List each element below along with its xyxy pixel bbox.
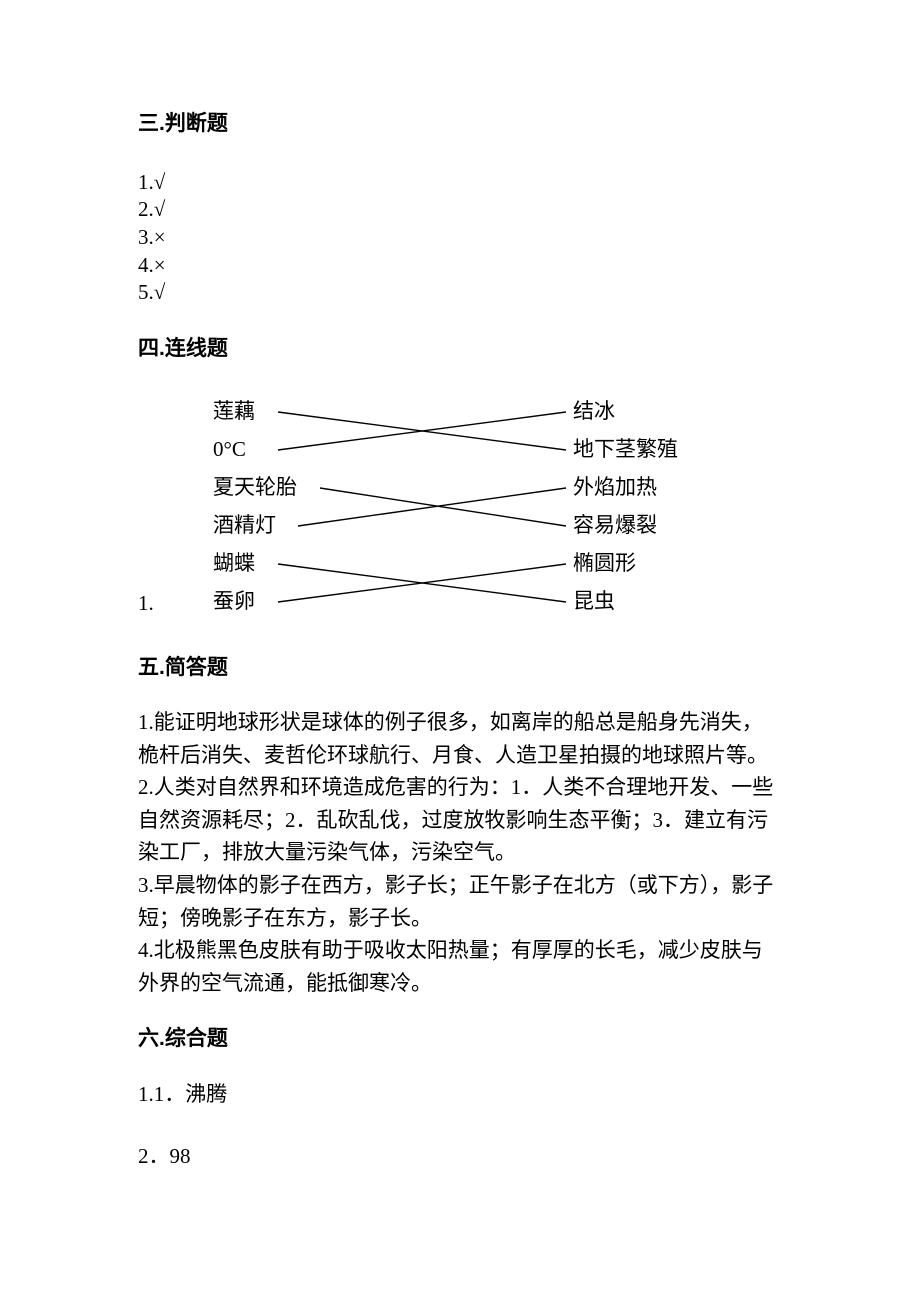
svg-text:容易爆裂: 容易爆裂 bbox=[573, 513, 657, 537]
judgment-answer-3: 3.× bbox=[138, 224, 782, 252]
svg-text:外焰加热: 外焰加热 bbox=[573, 475, 657, 499]
comprehensive-answer-1: 1.1．沸腾 bbox=[138, 1078, 782, 1111]
judgment-answers: 1.√ 2.√ 3.× 4.× 5.√ bbox=[138, 169, 782, 308]
short-answer-2: 2.人类对自然界和环境造成危害的行为：1．人类不合理地开发、一些自然资源耗尽；2… bbox=[138, 771, 782, 869]
judgment-answer-2: 2.√ bbox=[138, 196, 782, 224]
section-heading-judgment: 三.判断题 bbox=[138, 108, 782, 141]
short-answer-4: 4.北极熊黑色皮肤有助于吸收太阳热量；有厚厚的长毛，减少皮肤与外界的空气流通，能… bbox=[138, 934, 782, 999]
section-heading-matching: 四.连线题 bbox=[138, 333, 782, 366]
spacer bbox=[138, 684, 782, 706]
spacer bbox=[138, 307, 782, 333]
short-answer-3: 3.早晨物体的影子在西方，影子长；正午影子在北方（或下方），影子短；傍晚影子在东… bbox=[138, 869, 782, 934]
matching-diagram: 莲藕 0°C 夏天轮胎酒精灯蝴蝶蚕卵 结冰地下茎繁殖外焰加热容易爆裂椭圆形昆虫 bbox=[168, 394, 688, 624]
spacer bbox=[138, 1056, 782, 1078]
spacer bbox=[138, 624, 782, 652]
svg-text:昆虫: 昆虫 bbox=[573, 589, 615, 613]
svg-text:椭圆形: 椭圆形 bbox=[573, 551, 636, 575]
spacer bbox=[138, 366, 782, 394]
spacer bbox=[138, 1110, 782, 1140]
svg-text:结冰: 结冰 bbox=[573, 399, 615, 423]
spacer bbox=[138, 999, 782, 1023]
spacer bbox=[138, 141, 782, 169]
short-answer-1: 1.能证明地球形状是球体的例子很多，如离岸的船总是船身先消失，桅杆后消失、麦哲伦… bbox=[138, 706, 782, 771]
judgment-answer-1: 1.√ bbox=[138, 169, 782, 197]
svg-text:酒精灯: 酒精灯 bbox=[213, 513, 276, 537]
svg-text:地下茎繁殖: 地下茎繁殖 bbox=[573, 437, 678, 461]
matching-index: 1. bbox=[138, 587, 168, 624]
section-heading-short-answer: 五.简答题 bbox=[138, 652, 782, 685]
matching-question: 1. 莲藕 0°C 夏天轮胎酒精灯蝴蝶蚕卵 结冰地下茎繁殖外焰加热容易爆裂椭圆形昆虫 bbox=[138, 394, 782, 624]
section-heading-comprehensive: 六.综合题 bbox=[138, 1023, 782, 1056]
comprehensive-answer-2: 2．98 bbox=[138, 1140, 782, 1173]
judgment-answer-5: 5.√ bbox=[138, 279, 782, 307]
judgment-answer-4: 4.× bbox=[138, 252, 782, 280]
svg-text:蚕卵: 蚕卵 bbox=[213, 589, 255, 613]
svg-text:0°C: 0°C bbox=[213, 437, 246, 461]
svg-text:莲藕: 莲藕 bbox=[213, 399, 255, 423]
svg-text:夏天轮胎: 夏天轮胎 bbox=[213, 475, 297, 499]
svg-text:蝴蝶: 蝴蝶 bbox=[213, 551, 255, 575]
